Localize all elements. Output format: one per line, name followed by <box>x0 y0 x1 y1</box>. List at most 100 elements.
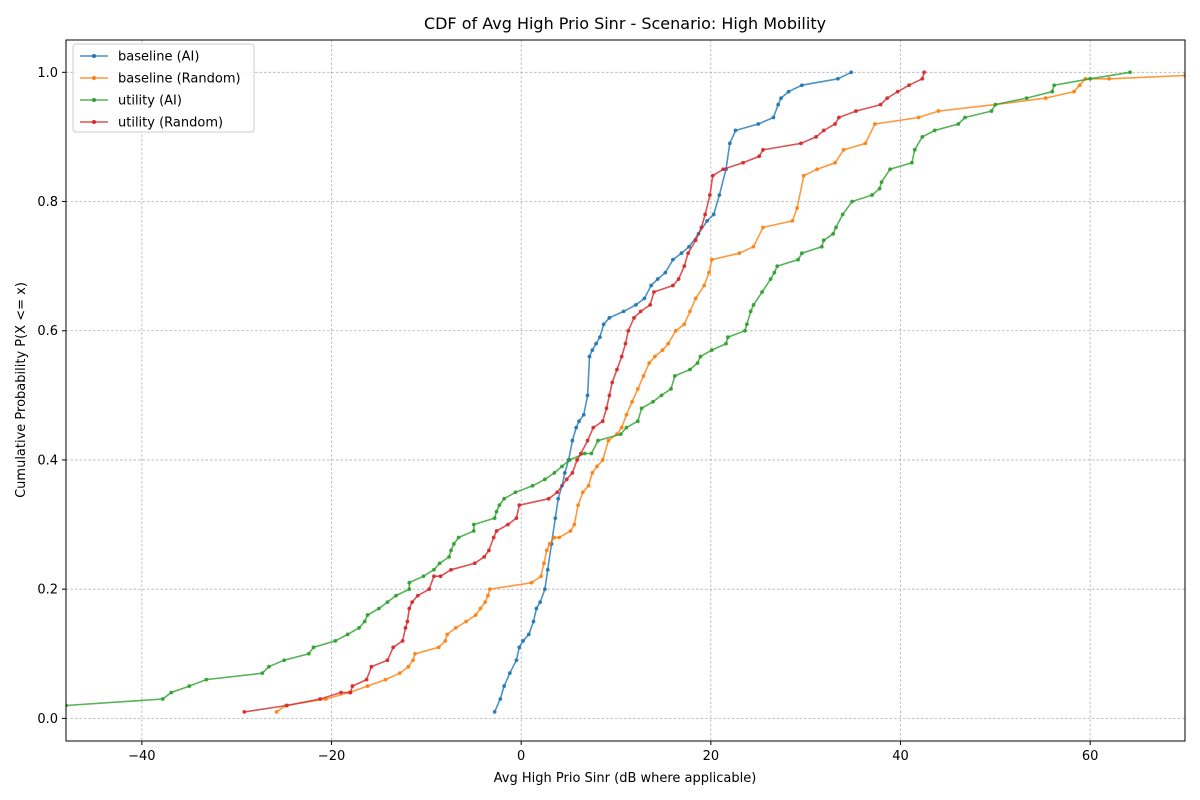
data-point <box>514 516 519 521</box>
data-point <box>438 574 443 579</box>
data-point <box>345 632 350 637</box>
data-point <box>555 490 560 495</box>
data-point <box>693 296 698 301</box>
data-point <box>453 626 458 630</box>
data-point <box>671 257 675 262</box>
data-point <box>642 296 647 301</box>
data-point <box>623 341 628 346</box>
data-point <box>775 264 780 269</box>
data-point <box>538 600 543 604</box>
data-point <box>494 509 499 514</box>
data-point <box>705 219 709 223</box>
data-point <box>530 483 535 488</box>
data-point <box>407 587 412 592</box>
data-point <box>407 606 412 611</box>
legend-marker <box>92 54 96 58</box>
data-point <box>655 277 660 281</box>
data-point <box>473 613 478 617</box>
data-point <box>590 470 595 475</box>
data-point <box>590 348 595 353</box>
data-point <box>517 503 522 508</box>
data-point <box>707 193 712 197</box>
data-point <box>553 516 558 521</box>
data-point <box>659 393 664 398</box>
data-point <box>364 677 369 682</box>
data-point <box>963 115 967 120</box>
data-point <box>534 606 539 611</box>
legend-label: utility (AI) <box>118 94 182 109</box>
x-tick-label: −40 <box>128 749 155 764</box>
data-point <box>385 658 390 663</box>
data-point <box>492 710 497 714</box>
data-point <box>760 290 764 294</box>
data-point <box>570 438 575 443</box>
data-point <box>660 348 665 353</box>
y-tick-label: 0.4 <box>37 453 58 468</box>
series-utility-ai <box>66 70 1132 708</box>
plot-frame <box>65 39 1186 742</box>
data-point <box>260 671 265 676</box>
data-point <box>502 684 507 688</box>
data-point <box>400 638 405 643</box>
data-point <box>546 496 551 501</box>
data-point <box>888 167 892 172</box>
data-point <box>486 593 490 598</box>
data-point <box>724 341 728 346</box>
data-point <box>676 277 681 281</box>
data-point <box>607 393 612 398</box>
data-point <box>840 212 845 217</box>
data-point <box>833 122 837 126</box>
data-point <box>635 419 640 424</box>
data-point <box>632 315 636 320</box>
data-point <box>727 141 732 146</box>
data-point <box>494 529 499 533</box>
data-point <box>895 89 900 94</box>
data-point <box>821 238 826 243</box>
data-point <box>362 619 367 624</box>
data-point <box>1077 83 1082 88</box>
data-point <box>492 516 497 521</box>
data-point <box>615 367 619 372</box>
data-point <box>761 147 765 152</box>
data-point <box>383 677 388 682</box>
data-point <box>698 354 703 359</box>
data-point <box>586 483 591 488</box>
data-point <box>619 425 624 430</box>
data-point <box>285 703 289 708</box>
data-point <box>624 412 629 417</box>
data-point <box>1024 96 1029 101</box>
data-point <box>841 147 846 152</box>
data-point <box>699 225 704 230</box>
data-point <box>639 406 644 411</box>
data-point <box>570 470 575 475</box>
data-point <box>339 690 343 695</box>
data-point <box>542 477 547 482</box>
data-point <box>443 638 448 643</box>
data-point <box>682 264 687 269</box>
data-point <box>311 645 316 650</box>
data-point <box>365 684 370 688</box>
data-point <box>836 76 840 81</box>
data-point <box>863 141 868 146</box>
data-point <box>703 212 708 217</box>
data-point <box>819 244 824 249</box>
data-point <box>707 270 711 275</box>
data-point <box>487 548 491 553</box>
legend-label: utility (Random) <box>118 116 223 131</box>
data-point <box>695 361 700 365</box>
data-point <box>542 587 547 592</box>
data-point <box>580 490 585 495</box>
y-tick-label: 0.8 <box>37 195 58 210</box>
data-point <box>242 710 247 714</box>
data-point <box>907 83 911 88</box>
data-point <box>542 561 546 566</box>
data-point <box>751 244 756 249</box>
data-point <box>369 664 374 669</box>
data-point <box>427 587 432 592</box>
data-point <box>873 122 877 126</box>
data-point <box>989 109 994 113</box>
series-layer <box>66 70 1185 714</box>
data-point <box>626 328 631 333</box>
data-point <box>539 574 544 579</box>
